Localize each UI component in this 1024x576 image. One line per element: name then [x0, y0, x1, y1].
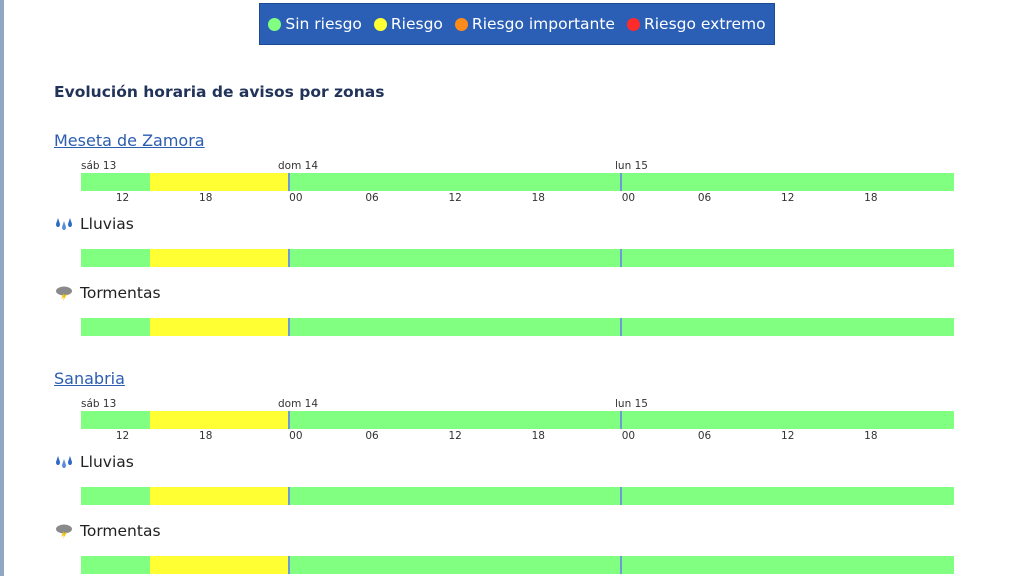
hour-tick-label: 18 — [864, 192, 878, 204]
hour-tick-label: 18 — [531, 430, 545, 442]
risk-segment — [150, 487, 289, 505]
hour-tick-label: 06 — [697, 192, 712, 204]
day-divider — [287, 173, 290, 191]
risk-segment — [150, 556, 289, 574]
risk-segment — [81, 487, 151, 505]
row-label-text: Tormentas — [80, 522, 161, 540]
day-divider — [287, 249, 290, 267]
hour-tick-label: 00 — [289, 430, 303, 442]
risk-segment — [150, 411, 289, 429]
page-left-border — [0, 0, 4, 576]
day-label: lun 15 — [615, 160, 648, 172]
day-divider — [287, 487, 290, 505]
risk-segment — [150, 249, 289, 267]
section-title: Evolución horaria de avisos por zonas — [54, 83, 385, 101]
storm-icon — [56, 286, 72, 301]
zone-summary-bar — [81, 173, 954, 191]
legend-item-riesgo-importante: Riesgo importante — [454, 15, 615, 33]
risk-segment — [81, 249, 151, 267]
day-divider — [620, 249, 623, 267]
tormentas-bar — [81, 556, 954, 574]
rain-icon — [56, 218, 72, 230]
lluvias-bar — [81, 249, 954, 267]
day-label: dom 14 — [278, 398, 319, 410]
risk-segment — [81, 556, 151, 574]
day-divider — [620, 411, 623, 429]
hour-tick-label: 18 — [531, 192, 545, 204]
row-label-tormentas: Tormentas — [54, 284, 161, 302]
legend-item-riesgo-extremo: Riesgo extremo — [626, 15, 766, 33]
legend-label: Riesgo — [390, 15, 443, 33]
hour-tick-label: 18 — [864, 430, 878, 442]
row-label-text: Lluvias — [80, 453, 134, 471]
day-divider — [287, 318, 290, 336]
yellow-dot-icon — [373, 17, 387, 31]
day-divider — [620, 173, 623, 191]
row-label-lluvias: Lluvias — [54, 453, 134, 471]
day-divider — [620, 556, 623, 574]
storm-icon — [56, 524, 72, 539]
hour-tick-label: 12 — [115, 192, 130, 204]
zone-link[interactable]: Sanabria — [54, 369, 125, 388]
hour-tick-label: 06 — [697, 430, 712, 442]
day-divider — [620, 487, 623, 505]
legend-label: Riesgo importante — [471, 15, 615, 33]
hour-tick-label: 06 — [365, 430, 379, 442]
row-label-tormentas: Tormentas — [54, 522, 161, 540]
hour-tick-label: 12 — [448, 430, 462, 442]
tormentas-bar — [81, 318, 954, 336]
legend-item-riesgo: Riesgo — [373, 15, 443, 33]
hour-tick-label: 12 — [448, 192, 462, 204]
green-dot-icon — [268, 17, 282, 31]
orange-dot-icon — [454, 17, 468, 31]
day-divider — [287, 411, 290, 429]
hour-tick-label: 06 — [365, 192, 379, 204]
day-label: sáb 13 — [81, 398, 117, 410]
hour-tick-label: 12 — [781, 192, 795, 204]
risk-legend: Sin riesgo Riesgo Riesgo importante Ries… — [259, 3, 775, 45]
risk-segment — [81, 173, 151, 191]
risk-segment — [150, 318, 289, 336]
day-divider — [287, 556, 290, 574]
row-label-text: Tormentas — [80, 284, 161, 302]
legend-item-sin-riesgo: Sin riesgo — [268, 15, 362, 33]
zone-summary-bar — [81, 411, 954, 429]
risk-segment — [81, 318, 151, 336]
legend-label: Riesgo extremo — [643, 15, 766, 33]
rain-icon — [56, 456, 72, 468]
risk-segment — [150, 173, 289, 191]
lluvias-bar — [81, 487, 954, 505]
day-label: lun 15 — [615, 398, 648, 410]
legend-label: Sin riesgo — [285, 15, 362, 33]
hour-tick-label: 00 — [289, 192, 303, 204]
row-label-lluvias: Lluvias — [54, 215, 134, 233]
hour-tick-label: 00 — [621, 192, 636, 204]
row-label-text: Lluvias — [80, 215, 134, 233]
hour-tick-label: 00 — [621, 430, 636, 442]
day-label: sáb 13 — [81, 160, 117, 172]
hour-tick-label: 12 — [781, 430, 795, 442]
hour-tick-label: 12 — [115, 430, 130, 442]
day-label: dom 14 — [278, 160, 319, 172]
red-dot-icon — [626, 17, 640, 31]
risk-segment — [81, 411, 151, 429]
day-divider — [620, 318, 623, 336]
zone-link[interactable]: Meseta de Zamora — [54, 131, 205, 150]
hour-tick-label: 18 — [199, 430, 213, 442]
hour-tick-label: 18 — [199, 192, 213, 204]
